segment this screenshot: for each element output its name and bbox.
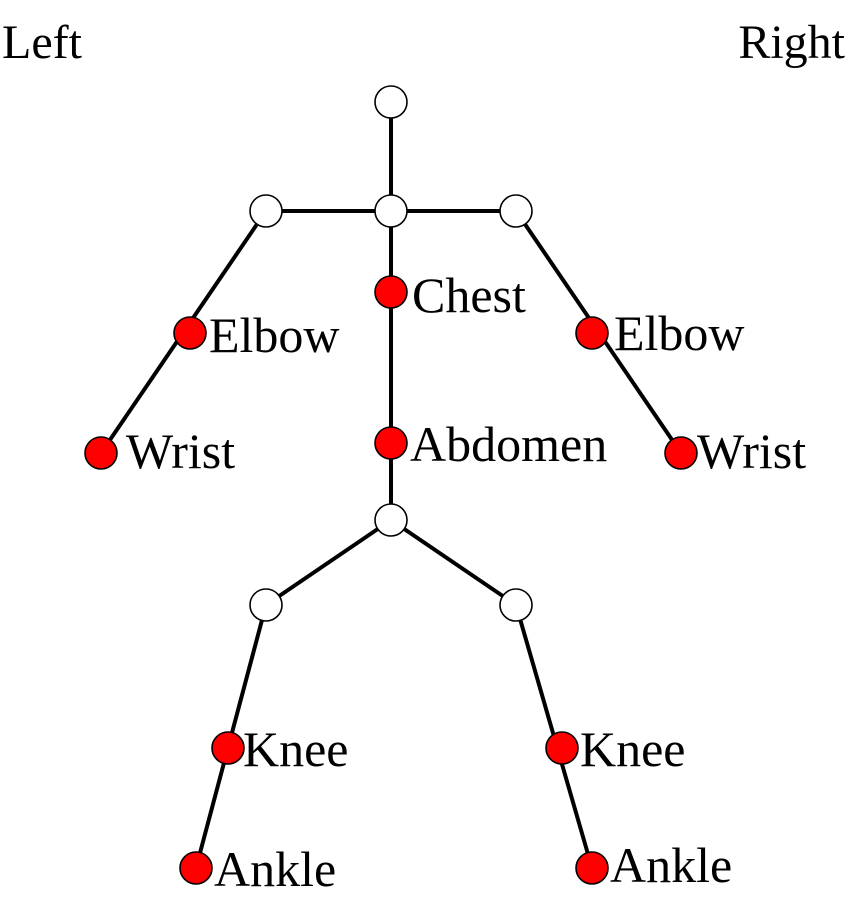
right-ankle-keypoint (575, 851, 609, 885)
left-knee-keypoint (211, 731, 245, 765)
right-elbow-keypoint (575, 316, 609, 350)
left-elbow-keypoint (173, 316, 207, 350)
right-hip-joint (499, 588, 533, 622)
keypoint-joints (84, 275, 698, 885)
right-wrist-keypoint (664, 436, 698, 470)
left-knee-label: Knee (243, 721, 349, 777)
left-hip-bone (264, 518, 393, 607)
left-elbow-label: Elbow (209, 307, 340, 363)
left-wrist-keypoint (84, 436, 118, 470)
right-knee-label: Knee (580, 721, 686, 777)
right-wrist-label: Wrist (697, 423, 806, 479)
left-ankle-keypoint (179, 851, 213, 885)
right-elbow-label: Elbow (614, 305, 745, 361)
keypoint-labels: Chest Abdomen Elbow Elbow Wrist Wrist Kn… (126, 267, 806, 897)
abdomen-label: Abdomen (410, 416, 607, 472)
right-side-label: Right (738, 16, 845, 69)
neck-joint (374, 194, 408, 228)
structural-joints (249, 85, 533, 622)
right-hip-bone (389, 518, 518, 607)
left-wrist-label: Wrist (126, 423, 235, 479)
left-ankle-label: Ankle (214, 841, 336, 897)
left-shoulder-joint (249, 194, 283, 228)
left-hip-joint (249, 588, 283, 622)
chest-keypoint (374, 275, 408, 309)
right-shoulder-joint (499, 194, 533, 228)
head-joint (374, 85, 408, 119)
abdomen-keypoint (374, 426, 408, 460)
pelvis-joint (374, 503, 408, 537)
left-side-label: Left (2, 16, 83, 69)
chest-label: Chest (412, 267, 526, 323)
right-knee-keypoint (545, 731, 579, 765)
right-ankle-label: Ankle (610, 837, 732, 893)
